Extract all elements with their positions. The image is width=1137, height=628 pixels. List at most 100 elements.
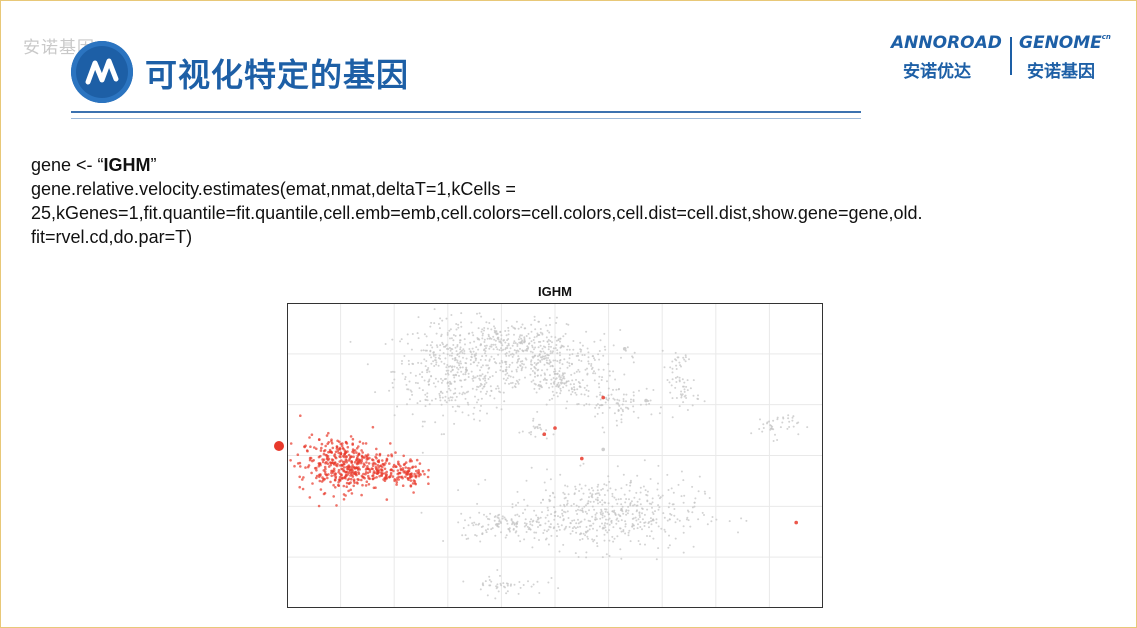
cell-point — [464, 373, 467, 376]
cell-point — [513, 583, 516, 586]
highlighted-cell-point — [308, 436, 311, 439]
cell-point — [500, 365, 503, 368]
cell-point — [657, 482, 659, 485]
cell-point — [411, 333, 414, 335]
cell-point — [489, 345, 492, 348]
cell-point — [611, 510, 614, 513]
cell-point — [511, 520, 514, 523]
highlighted-cell-point — [304, 466, 307, 469]
cell-point — [632, 391, 635, 394]
cell-point — [675, 359, 678, 362]
cell-point — [577, 518, 579, 521]
cell-point — [597, 353, 600, 356]
cell-point — [604, 401, 607, 404]
highlighted-cell-point — [347, 453, 351, 457]
cell-point — [454, 399, 457, 402]
cell-point — [531, 370, 534, 372]
cell-point — [651, 501, 654, 504]
cell-point — [565, 525, 568, 528]
highlighted-cell-point — [301, 487, 305, 491]
cell-point — [549, 365, 552, 368]
cell-point — [610, 521, 613, 524]
cell-point — [549, 352, 552, 355]
highlighted-cell-point — [370, 467, 374, 470]
cell-point — [451, 405, 454, 408]
cell-point — [792, 415, 795, 418]
cell-point — [776, 416, 779, 419]
cell-point — [504, 382, 507, 385]
cell-point — [566, 361, 569, 364]
cell-point — [419, 400, 422, 403]
cell-point — [499, 330, 502, 333]
cell-point — [462, 373, 465, 376]
cell-point — [587, 502, 590, 505]
cell-point — [472, 375, 475, 378]
cell-point — [469, 516, 472, 519]
highlighted-cell-point — [327, 431, 330, 435]
cell-point — [537, 346, 540, 349]
cell-point — [615, 522, 618, 525]
cell-point — [694, 497, 697, 500]
cell-point — [531, 346, 534, 349]
scatter-plot — [287, 303, 823, 608]
cell-point — [440, 333, 443, 336]
cell-point — [660, 527, 663, 530]
highlighted-cell-point — [298, 485, 301, 489]
highlighted-cell-point — [367, 483, 371, 486]
cell-point — [533, 336, 536, 339]
cell-point — [636, 474, 639, 477]
cell-point — [617, 498, 620, 501]
cell-point — [679, 393, 682, 396]
cell-point — [459, 346, 462, 349]
cell-point — [538, 353, 541, 356]
cell-point — [560, 346, 563, 349]
cell-point — [553, 368, 556, 371]
cell-point — [637, 523, 639, 526]
highlighted-cell-point — [301, 478, 304, 481]
cell-point — [463, 338, 466, 341]
cell-point — [577, 522, 580, 525]
cell-point — [682, 501, 685, 504]
cell-point — [458, 355, 461, 358]
cell-point — [456, 353, 459, 356]
cell-point — [495, 523, 498, 525]
highlighted-cell-point — [360, 449, 363, 452]
cell-point — [448, 399, 451, 402]
cell-point — [576, 352, 579, 355]
cell-point — [558, 375, 561, 378]
highlighted-cell-point — [354, 473, 357, 476]
highlighted-cell-point — [340, 444, 344, 448]
cell-point — [486, 327, 489, 330]
cell-point — [546, 506, 549, 509]
highlighted-cell-point — [349, 435, 353, 438]
cell-point — [556, 373, 559, 375]
cell-point — [511, 386, 514, 389]
cell-point — [411, 393, 414, 396]
cell-point — [530, 323, 533, 326]
cell-point — [652, 537, 655, 540]
cell-point — [488, 358, 491, 361]
cell-point — [553, 518, 556, 521]
highlighted-cell-point — [427, 482, 430, 485]
cell-point — [547, 339, 550, 341]
cell-point — [685, 385, 688, 388]
cell-point — [567, 493, 570, 496]
cell-point — [601, 512, 604, 515]
cell-point — [406, 403, 408, 406]
highlighted-cell-point — [334, 486, 337, 489]
cell-point — [587, 537, 589, 540]
cell-point — [505, 519, 508, 522]
cell-point — [512, 376, 515, 379]
cell-point — [452, 334, 455, 336]
cell-point — [622, 347, 627, 351]
cell-point — [617, 410, 620, 412]
cell-point — [537, 361, 540, 364]
cell-point — [616, 398, 619, 401]
cell-point — [549, 340, 552, 342]
cell-point — [584, 530, 587, 533]
cell-point — [661, 494, 664, 497]
cell-points — [289, 308, 809, 600]
cell-point — [430, 375, 433, 377]
cell-point — [499, 520, 502, 523]
cell-point — [511, 381, 514, 384]
